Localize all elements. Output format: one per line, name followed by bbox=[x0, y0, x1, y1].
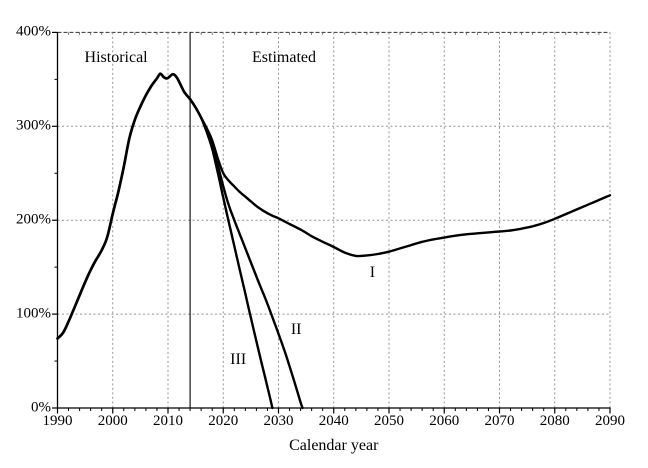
series-label-curve-3: III bbox=[230, 351, 247, 369]
y-tick-label: 200% bbox=[16, 211, 51, 228]
x-tick-label: 2010 bbox=[153, 413, 183, 429]
x-tick-label: 2050 bbox=[374, 413, 404, 429]
curve-estimated-2 bbox=[188, 97, 304, 410]
x-tick-label: 2000 bbox=[97, 413, 128, 429]
y-tick-label: 100% bbox=[16, 305, 51, 322]
series-label-curve-2: II bbox=[290, 321, 302, 339]
x-tick-label: 2040 bbox=[318, 413, 349, 429]
region-label-estimated: Estimated bbox=[252, 48, 317, 66]
curve-historical bbox=[56, 72, 192, 340]
x-tick-label: 2070 bbox=[484, 413, 515, 429]
series-label-curve-1: I bbox=[369, 263, 376, 281]
y-tick-label: 0% bbox=[31, 399, 51, 416]
x-tick-label: 2060 bbox=[429, 413, 460, 429]
x-tick-label: 2080 bbox=[539, 413, 570, 429]
region-label-historical: Historical bbox=[84, 48, 148, 66]
x-axis-title: Calendar year bbox=[289, 437, 379, 454]
y-tick-label: 300% bbox=[16, 117, 51, 134]
x-tick-label: 2030 bbox=[263, 413, 294, 429]
curve-estimated-3 bbox=[188, 97, 274, 410]
x-tick-label: 2020 bbox=[208, 413, 239, 429]
x-tick-label: 1990 bbox=[42, 413, 73, 429]
x-tick-label: 2090 bbox=[595, 413, 625, 429]
curve-estimated-1 bbox=[188, 97, 612, 258]
y-tick-label: 400% bbox=[16, 23, 51, 40]
